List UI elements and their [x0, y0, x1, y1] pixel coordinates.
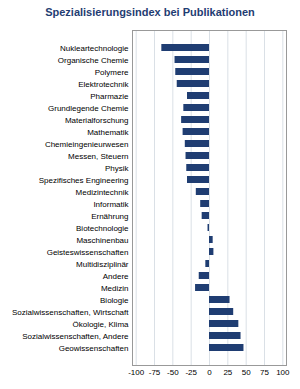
svg-text:50: 50	[242, 368, 251, 377]
svg-text:75: 75	[260, 368, 269, 377]
svg-text:Maschinenbau: Maschinenbau	[76, 236, 128, 245]
svg-text:Multidisziplinär: Multidisziplinär	[76, 260, 129, 269]
svg-text:Nukleartechnologie: Nukleartechnologie	[60, 44, 129, 53]
svg-text:Materialforschung: Materialforschung	[65, 116, 129, 125]
html-text:Spezialisierungsindex bei Publ: Spezialisierungsindex bei Publikationen	[45, 6, 255, 18]
svg-text:Ernährung: Ernährung	[91, 212, 128, 221]
svg-text:Polymere: Polymere	[95, 68, 129, 77]
svg-text:Sozialwissenschaften, Andere: Sozialwissenschaften, Andere	[22, 332, 129, 341]
svg-text:Pharmazie: Pharmazie	[90, 92, 129, 101]
svg-text:Physik: Physik	[105, 164, 130, 173]
svg-text:Sozialwissenschaften, Wirtscha: Sozialwissenschaften, Wirtschaft	[12, 308, 129, 317]
svg-text:Grundlegende Chemie: Grundlegende Chemie	[48, 104, 129, 113]
svg-text:Medizintechnik: Medizintechnik	[76, 188, 130, 197]
svg-text:Geowissenschaften: Geowissenschaften	[59, 344, 129, 353]
svg-text:100: 100	[276, 368, 290, 377]
svg-text:Elektrotechnik: Elektrotechnik	[78, 80, 129, 89]
svg-text:Informatik: Informatik	[93, 200, 129, 209]
svg-text:-75: -75	[149, 368, 161, 377]
svg-text:0: 0	[207, 368, 212, 377]
svg-text:Biologie: Biologie	[100, 296, 129, 305]
svg-text:Biotechnologie: Biotechnologie	[76, 224, 129, 233]
svg-text:-25: -25	[185, 368, 197, 377]
svg-text:Ökologie, Klima: Ökologie, Klima	[72, 320, 129, 329]
svg-text:25: 25	[223, 368, 232, 377]
svg-text:Organische Chemie: Organische Chemie	[58, 56, 129, 65]
svg-text:Chemieingenieurwesen: Chemieingenieurwesen	[45, 140, 129, 149]
svg-text:-100: -100	[128, 368, 145, 377]
svg-text:-50: -50	[167, 368, 179, 377]
svg-text:Andere: Andere	[103, 272, 129, 281]
svg-text:Geisteswissenschaften: Geisteswissenschaften	[47, 248, 129, 257]
svg-text:Mathematik: Mathematik	[87, 128, 129, 137]
svg-text:Spezifisches Engineering: Spezifisches Engineering	[39, 176, 129, 185]
svg-text:Messen, Steuern: Messen, Steuern	[68, 152, 128, 161]
svg-text:Medizin: Medizin	[101, 284, 129, 293]
